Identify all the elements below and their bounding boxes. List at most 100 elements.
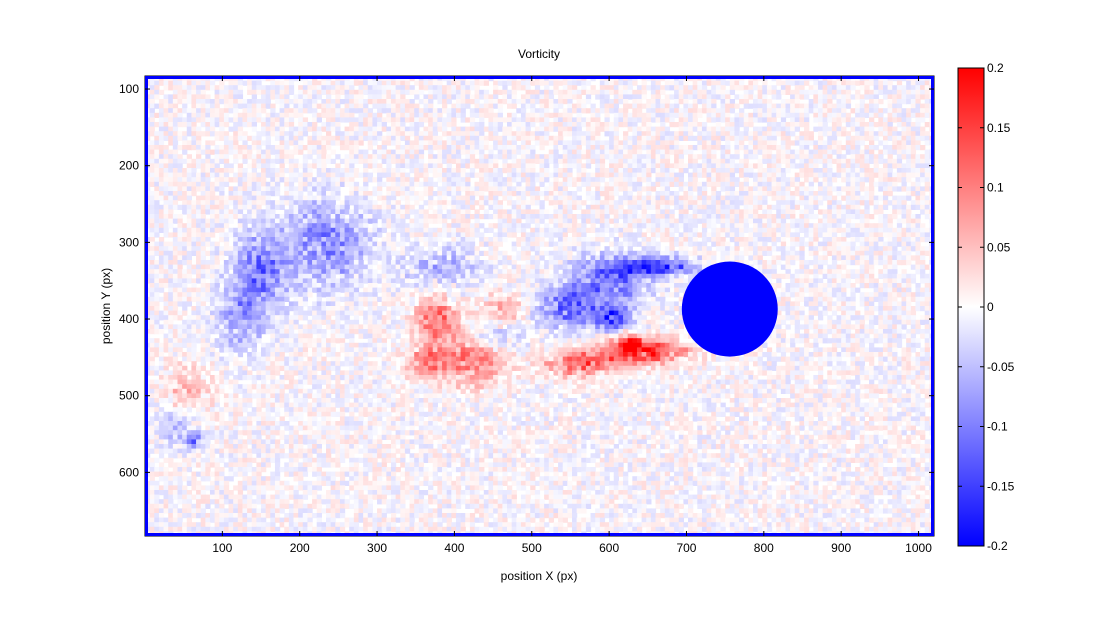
heatmap-cell [149,117,155,123]
heatmap-cell [465,186,471,192]
heatmap-cell [901,204,907,210]
heatmap-cell [293,112,299,118]
heatmap-cell [618,223,624,229]
heatmap-cell [762,131,768,137]
heatmap-cell [158,191,165,197]
heatmap-cell [274,223,281,229]
heatmap-cell [627,126,633,132]
heatmap-cell [711,191,717,197]
heatmap-cell [288,108,295,114]
heatmap-cell [242,195,248,201]
heatmap-cell [799,186,805,192]
heatmap-cell [432,145,438,151]
heatmap-cell [377,131,383,137]
heatmap-cell [312,122,318,128]
heatmap-cell [688,218,694,224]
heatmap-cell [214,99,220,105]
heatmap-cell [571,200,578,206]
heatmap-cell [632,204,638,210]
heatmap-cell [910,126,917,132]
heatmap-cell [785,158,791,164]
heatmap-cell [247,214,253,220]
heatmap-cell [196,80,202,86]
heatmap-cell [878,195,884,201]
heatmap-cell [298,204,304,210]
heatmap-cell [576,80,582,86]
heatmap-cell [149,131,155,137]
heatmap-cell [859,227,865,233]
heatmap-cell [850,158,856,164]
heatmap-cell [507,122,513,128]
heatmap-cell [609,89,615,95]
heatmap-cell [739,131,745,137]
heatmap-cell [729,195,736,201]
heatmap-cell [752,218,759,224]
heatmap-cell [493,126,499,132]
heatmap-cell [205,108,211,114]
heatmap-cell [390,135,397,141]
heatmap-cell [525,122,531,128]
heatmap-cell [233,140,239,146]
heatmap-cell [302,94,309,100]
heatmap-cell [172,204,179,210]
heatmap-cell [223,214,230,220]
heatmap-cell [762,195,768,201]
heatmap-cell [163,177,169,183]
heatmap-cell [855,145,861,151]
heatmap-cell [372,126,378,132]
heatmap-cell [256,195,262,201]
heatmap-cell [446,112,452,118]
heatmap-cell [743,154,749,160]
heatmap-cell [804,204,810,210]
heatmap-cell [367,122,374,128]
heatmap-cell [247,195,253,201]
heatmap-cell [488,181,494,187]
heatmap-cell [460,204,466,210]
heatmap-cell [762,168,768,174]
heatmap-cell [367,172,374,178]
heatmap-cell [873,94,879,100]
heatmap-cell [251,209,257,215]
heatmap-cell [841,154,847,160]
heatmap-cell [924,94,930,100]
heatmap-cell [409,191,415,197]
heatmap-cell [799,214,805,220]
heatmap-cell [660,181,666,187]
heatmap-cell [776,200,782,206]
heatmap-cell [720,223,726,229]
heatmap-cell [794,89,800,95]
heatmap-cell [901,177,907,183]
heatmap-cell [766,214,773,220]
heatmap-cell [293,168,299,174]
heatmap-cell [864,122,870,128]
heatmap-cell [242,112,248,118]
heatmap-cell [404,149,411,155]
heatmap-cell [771,223,777,229]
heatmap-cell [270,172,276,178]
heatmap-cell [288,181,295,187]
heatmap-cell [358,154,364,160]
heatmap-cell [307,94,313,100]
heatmap-cell [906,140,912,146]
heatmap-cell [831,172,838,178]
heatmap-cell [182,177,188,183]
heatmap-cell [437,172,443,178]
heatmap-cell [507,80,513,86]
heatmap-cell [460,145,466,151]
heatmap-cell [683,126,689,132]
heatmap-cell [678,80,684,86]
heatmap-cell [831,94,838,100]
heatmap-cell [446,145,452,151]
heatmap-cell [465,214,471,220]
heatmap-cell [488,214,494,220]
heatmap-cell [757,200,763,206]
heatmap-cell [386,214,392,220]
heatmap-cell [896,108,903,114]
heatmap-cell [339,172,346,178]
heatmap-cell [442,186,448,192]
heatmap-cell [924,200,930,206]
heatmap-cell [423,85,429,91]
heatmap-cell [497,209,503,215]
heatmap-cell [590,89,596,95]
heatmap-cell [567,168,573,174]
